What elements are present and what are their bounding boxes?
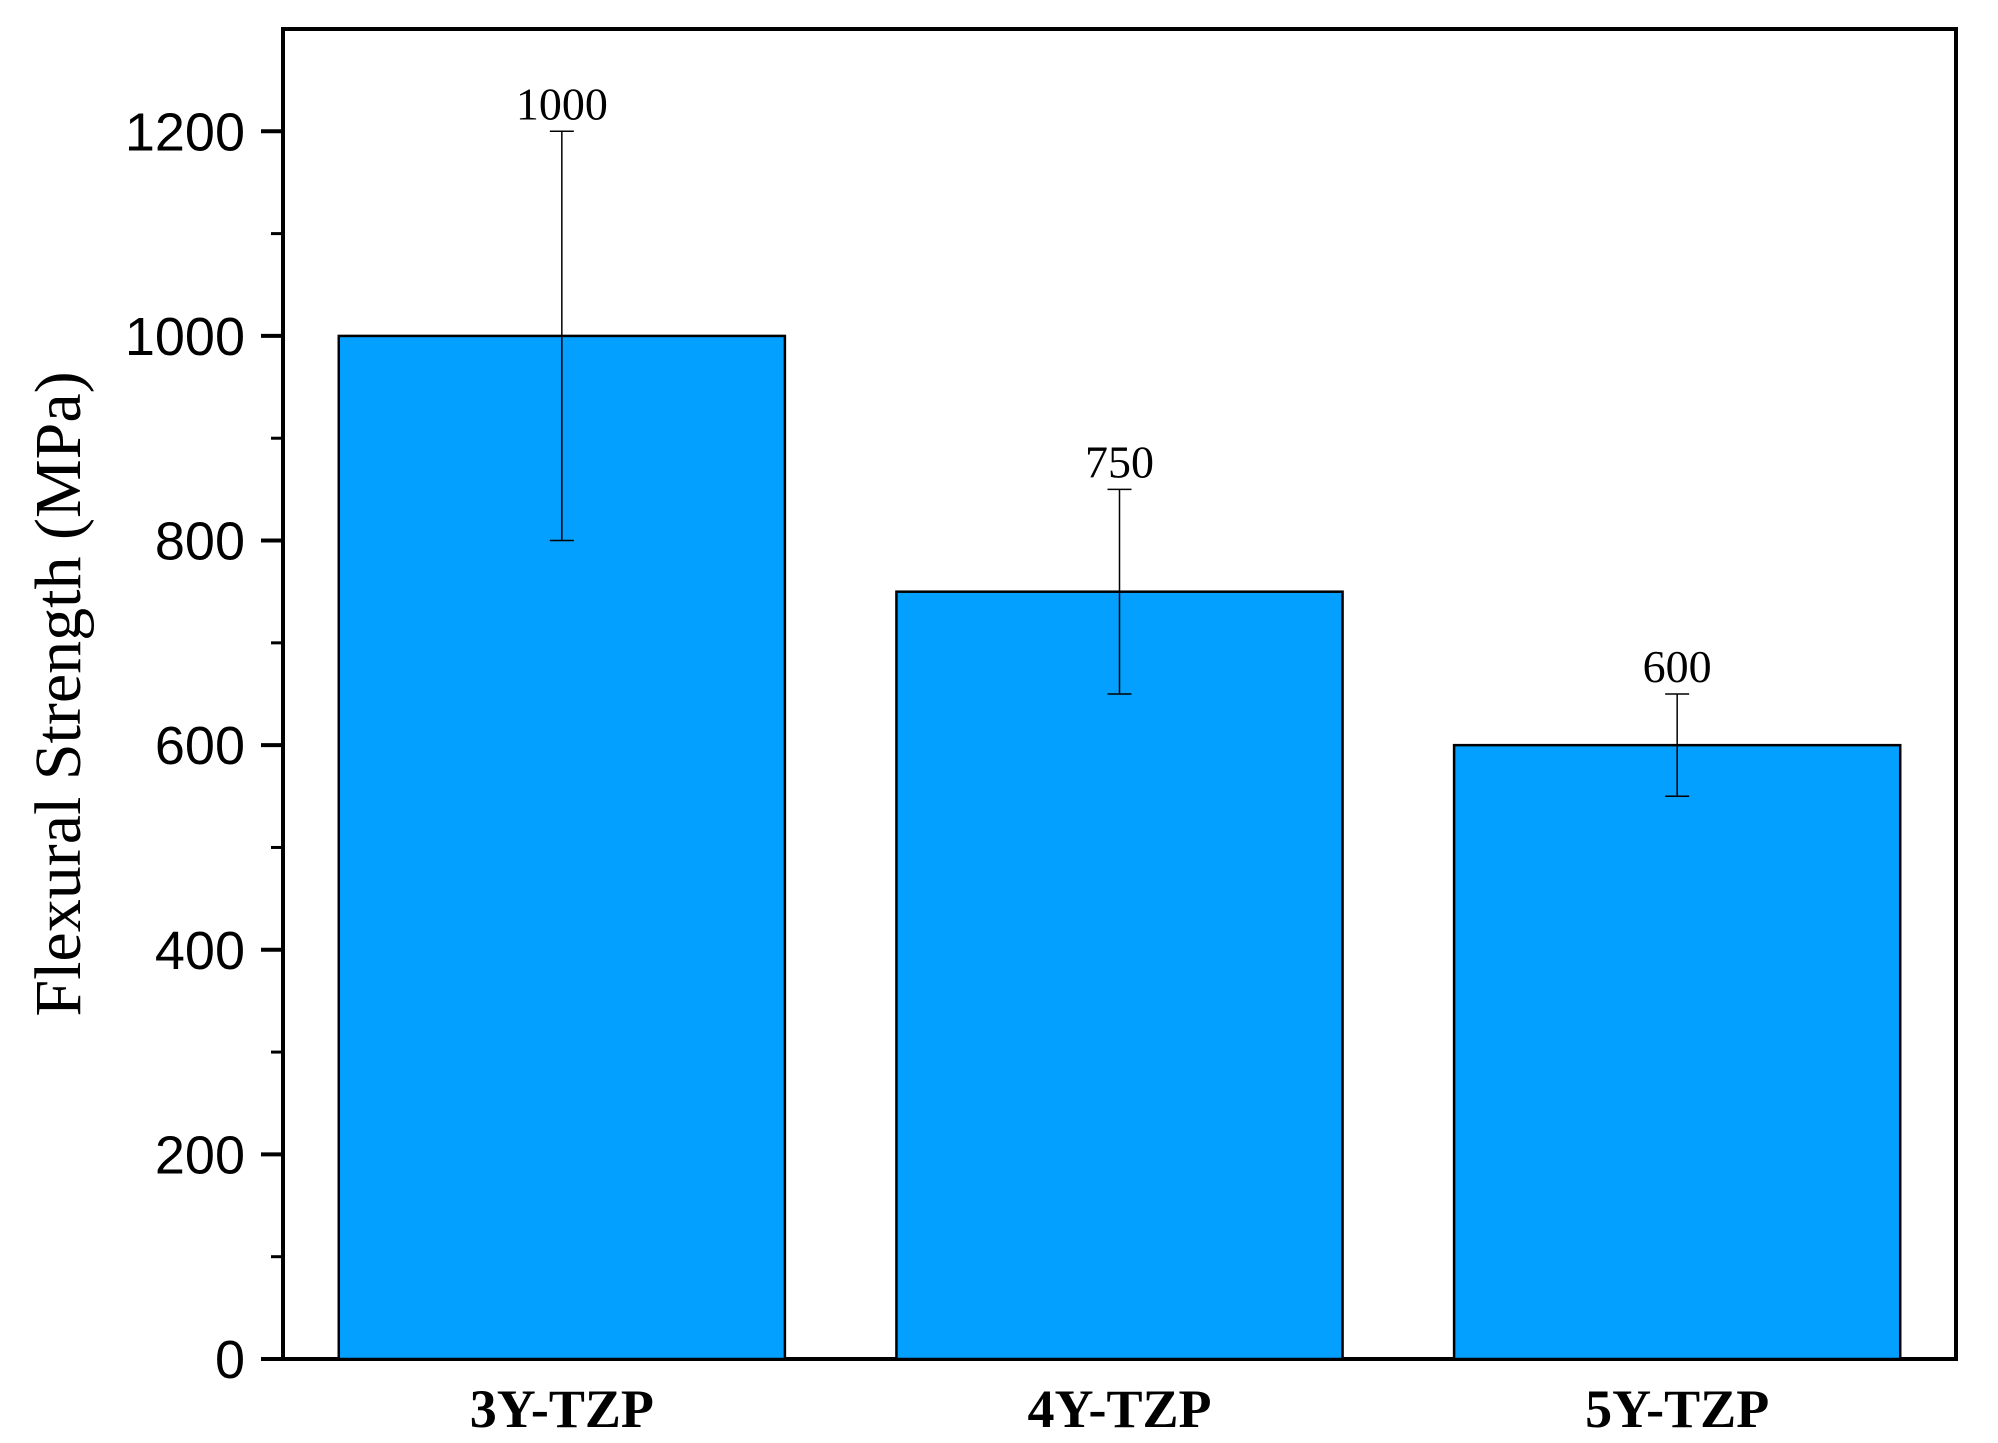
y-tick-label: 1000 bbox=[125, 307, 245, 367]
y-axis: 0 200 400 600 800 1000 1200 bbox=[125, 102, 283, 1390]
y-tick-label: 800 bbox=[155, 512, 245, 572]
error-bars-layer bbox=[549, 130, 1690, 798]
data-label-3y-tzp: 1000 bbox=[516, 78, 608, 129]
x-tick-label-3y-tzp: 3Y-TZP bbox=[470, 1379, 654, 1439]
y-tick-label: 0 bbox=[215, 1330, 245, 1390]
x-tick-label-4y-tzp: 4Y-TZP bbox=[1027, 1379, 1211, 1439]
y-tick-label: 200 bbox=[155, 1125, 245, 1185]
data-label-5y-tzp: 600 bbox=[1643, 641, 1712, 692]
x-axis: 3Y-TZP 4Y-TZP 5Y-TZP bbox=[470, 1379, 1769, 1439]
y-tick-label: 400 bbox=[155, 921, 245, 981]
bars-layer bbox=[337, 334, 1902, 1361]
y-tick-label: 1200 bbox=[125, 102, 245, 162]
bar-5y-tzp bbox=[1452, 743, 1902, 1361]
data-label-4y-tzp: 750 bbox=[1085, 436, 1154, 487]
y-axis-title: Flexural Strength (MPa) bbox=[22, 371, 95, 1016]
y-tick-label: 600 bbox=[155, 716, 245, 776]
x-tick-label-5y-tzp: 5Y-TZP bbox=[1585, 1379, 1769, 1439]
bar-4y-tzp bbox=[895, 590, 1344, 1361]
data-labels-layer: 1000 750 600 bbox=[516, 78, 1712, 692]
